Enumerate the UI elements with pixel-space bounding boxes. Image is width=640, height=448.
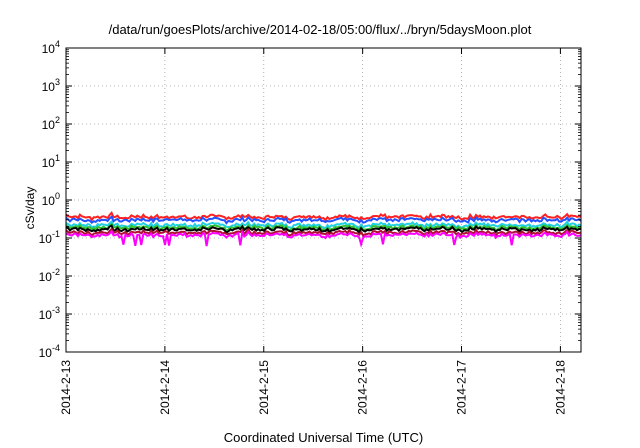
series-line	[65, 229, 582, 248]
y-axis: 10-4 10-3 10-2 10-1 100 101 102 103 104	[39, 39, 581, 360]
series-line	[65, 219, 582, 230]
x-axis: 2014-2-13 2014-2-14 2014-2-15 2014-2-16 2014…	[59, 48, 567, 415]
y-tick-label: 102	[42, 115, 60, 132]
y-tick-label: 10-4	[39, 343, 60, 360]
series-line	[65, 224, 582, 234]
series-line	[65, 227, 582, 237]
y-tick-label: 10-1	[39, 229, 60, 246]
series-layer	[65, 210, 582, 248]
series-line	[65, 215, 582, 225]
x-tick-label: 2014-2-13	[59, 360, 73, 415]
x-tick-label: 2014-2-14	[158, 360, 172, 415]
x-tick-label: 2014-2-17	[455, 360, 469, 415]
plot-frame	[65, 47, 582, 353]
y-tick-label: 10-3	[39, 305, 60, 322]
x-tick-label: 2014-2-15	[257, 360, 271, 415]
y-tick-label: 103	[42, 77, 60, 94]
y-axis-label: cSv/day	[23, 186, 37, 230]
x-tick-label: 2014-2-16	[356, 360, 370, 415]
y-tick-label: 101	[42, 153, 60, 170]
grid	[65, 47, 581, 353]
chart-title: /data/run/goesPlots/archive/2014-02-18/0…	[108, 22, 532, 37]
y-tick-label: 104	[42, 39, 60, 56]
x-axis-label: Coordinated Universal Time (UTC)	[223, 430, 424, 445]
y-tick-label: 100	[42, 191, 60, 208]
x-tick-label: 2014-2-18	[553, 360, 567, 415]
series-line	[65, 210, 582, 222]
y-tick-label: 10-2	[39, 267, 60, 284]
